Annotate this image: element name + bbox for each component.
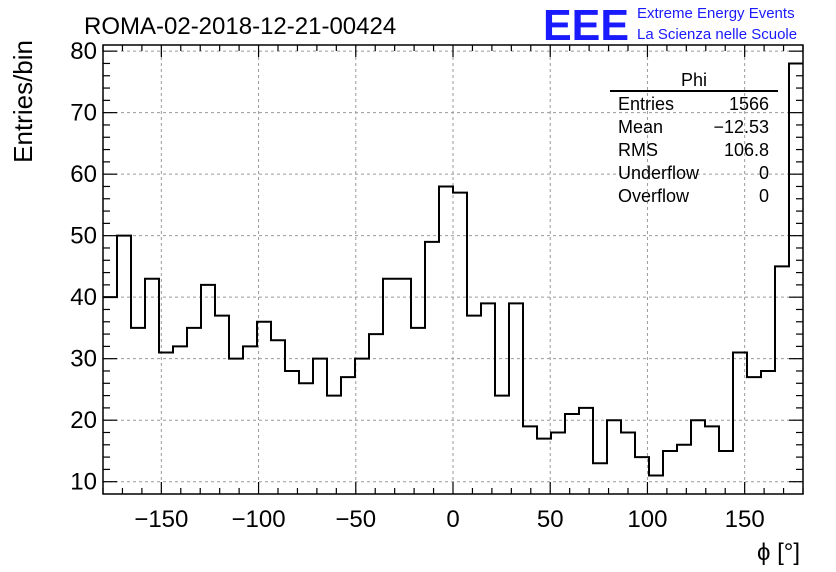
histogram-bin (229, 359, 243, 494)
y-tick-label: 30 (70, 346, 97, 373)
logo-mark: EEE (543, 1, 629, 50)
histogram-bin (411, 328, 425, 494)
histogram-bin (551, 432, 565, 494)
stats-row-value: −12.53 (713, 117, 769, 137)
histogram-bin (523, 426, 537, 494)
y-axis-label: Entries/bin (8, 40, 38, 163)
histogram-bin (467, 316, 481, 494)
stats-row-label: Entries (618, 94, 674, 114)
histogram-bin (649, 476, 663, 494)
histogram-bin (383, 279, 397, 494)
x-tick-label: −100 (232, 506, 286, 533)
stats-row-label: Overflow (618, 186, 690, 206)
histogram-bin (579, 408, 593, 494)
y-tick-label: 70 (70, 100, 97, 127)
y-axis: 10 20 30 40 50 60 70 80 (70, 38, 803, 496)
histogram-bin (341, 377, 355, 494)
stats-row-value: 1566 (729, 94, 769, 114)
histogram-bin (537, 439, 551, 494)
stats-box-title: Phi (681, 70, 707, 90)
histogram-bin (719, 451, 733, 494)
stats-row-value: 106.8 (724, 140, 769, 160)
histogram-bin (593, 463, 607, 494)
histogram-bin (355, 359, 369, 494)
histogram-bin (313, 359, 327, 494)
grid-lines (103, 45, 803, 494)
histogram (103, 62, 803, 494)
histogram-bin (775, 266, 789, 494)
x-tick-label: 50 (537, 506, 564, 533)
x-tick-label: 100 (627, 506, 667, 533)
histogram-bin (215, 316, 229, 494)
y-tick-label: 10 (70, 469, 97, 496)
stats-row-value: 0 (759, 163, 769, 183)
histogram-bin (271, 340, 285, 494)
y-tick-label: 20 (70, 407, 97, 434)
histogram-bin (201, 285, 215, 494)
histogram-bin (285, 371, 299, 494)
histogram-bin (453, 193, 467, 494)
y-tick-label: 80 (70, 38, 97, 65)
x-tick-label: 150 (725, 506, 765, 533)
histogram-bin (761, 371, 775, 494)
chart-title: ROMA-02-2018-12-21-00424 (84, 13, 396, 40)
histogram-bin (145, 279, 159, 494)
histogram-bin (481, 303, 495, 494)
histogram-bin (425, 242, 439, 494)
stats-row-value: 0 (759, 186, 769, 206)
y-tick-label: 60 (70, 161, 97, 188)
logo-line-2: La Scienza nelle Scuole (637, 26, 797, 43)
y-tick-label: 40 (70, 284, 97, 311)
stats-rows: Entries 1566 Mean −12.53 RMS 106.8 Underflow 0 O… (618, 94, 769, 206)
histogram-bin (299, 383, 313, 494)
histogram-bin (495, 396, 509, 494)
stats-row-label: RMS (618, 140, 658, 160)
logo-line-1: Extreme Energy Events (637, 5, 795, 22)
x-axis: −150 −100 −50 0 50 100 150 (102, 45, 804, 533)
histogram-outline (103, 62, 803, 477)
histogram-bin (789, 63, 803, 494)
histogram-bin (397, 279, 411, 494)
x-tick-label: 0 (446, 506, 459, 533)
histogram-bin (131, 328, 145, 494)
histogram-bin (607, 420, 621, 494)
histogram-bin (677, 445, 691, 494)
x-axis-label: ϕ [°] (757, 539, 800, 566)
eee-logo: EEE Extreme Energy Events La Scienza nel… (543, 1, 797, 50)
stats-row-label: Mean (618, 117, 663, 137)
histogram-bin (663, 451, 677, 494)
histogram-bin (691, 420, 705, 494)
stats-box: Phi Entries 1566 Mean −12.53 RMS 106.8 Underfl… (610, 70, 778, 206)
histogram-bin (117, 236, 131, 494)
stats-row-label: Underflow (618, 163, 700, 183)
x-tick-label: −150 (134, 506, 188, 533)
x-tick-label: −50 (335, 506, 376, 533)
histogram-bin (509, 303, 523, 494)
y-tick-label: 50 (70, 223, 97, 250)
histogram-bin (621, 432, 635, 494)
histogram-bin (187, 328, 201, 494)
histogram-bin (705, 426, 719, 494)
histogram-bin (327, 396, 341, 494)
histogram-bin (747, 377, 761, 494)
histogram-bin (257, 322, 271, 494)
histogram-bin (439, 186, 453, 494)
histogram-bin (369, 334, 383, 494)
